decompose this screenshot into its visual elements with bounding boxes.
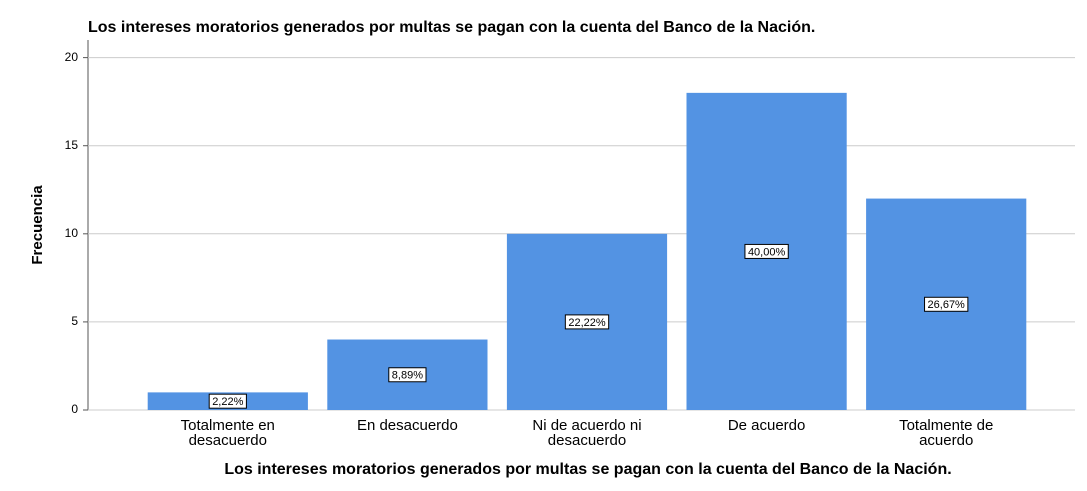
percent-label-box — [388, 367, 427, 383]
x-tick-label: En desacuerdo — [357, 417, 458, 434]
percent-label: 26,67% — [928, 299, 966, 311]
y-tick-label: 0 — [71, 402, 78, 416]
percent-label: 22,22% — [568, 317, 606, 329]
y-tick-label: 10 — [65, 226, 79, 240]
percent-label: 8,89% — [392, 370, 423, 382]
percent-label-box — [564, 314, 610, 330]
x-tick-label: desacuerdo — [548, 432, 626, 449]
percent-label-box — [744, 243, 789, 259]
y-tick-label: 15 — [65, 138, 79, 152]
x-tick-label: Totalmente en — [181, 417, 275, 434]
percent-label-box — [208, 393, 247, 409]
percent-label: 2,22% — [212, 396, 243, 408]
percent-label-box — [924, 296, 969, 312]
x-tick-label: acuerdo — [919, 432, 973, 449]
x-tick-label: Totalmente de — [899, 417, 993, 434]
y-tick-label: 20 — [65, 50, 79, 64]
x-axis-label: Los intereses moratorios generados por m… — [224, 461, 951, 478]
y-axis-label: Frecuencia — [29, 185, 46, 265]
y-tick-label: 5 — [71, 314, 78, 328]
x-tick-label: Ni de acuerdo ni — [532, 417, 641, 434]
x-tick-label: desacuerdo — [189, 432, 267, 449]
percent-label: 40,00% — [748, 246, 786, 258]
x-tick-label: De acuerdo — [728, 417, 806, 434]
chart-title: Los intereses moratorios generados por m… — [88, 19, 815, 36]
